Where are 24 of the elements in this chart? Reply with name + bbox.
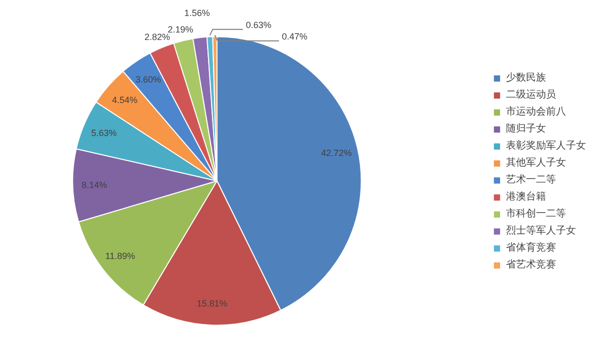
- data-label: 0.63%: [246, 20, 272, 30]
- data-label: 2.82%: [144, 32, 170, 42]
- data-label: 11.89%: [105, 251, 136, 262]
- data-label: 2.19%: [168, 24, 194, 34]
- legend-label: 其他军人子女: [506, 156, 566, 170]
- legend-label: 市运动会前八: [506, 105, 566, 118]
- legend-label: 市科创一二等: [506, 207, 566, 220]
- data-label: 8.14%: [82, 180, 108, 190]
- legend-label: 表彰奖励军人子女: [506, 139, 586, 152]
- legend-label: 少数民族: [506, 71, 546, 84]
- legend-label: 烈士等军人子女: [506, 224, 576, 238]
- legend-label: 二级运动员: [506, 88, 556, 102]
- data-label: 42.72%: [321, 148, 352, 158]
- legend-label: 省艺术竞赛: [506, 258, 556, 272]
- data-label: 1.56%: [184, 8, 210, 18]
- data-label: 0.47%: [282, 32, 308, 42]
- legend-label: 港澳台籍: [506, 190, 546, 204]
- legend-label: 随归子女: [506, 122, 546, 136]
- legend-label: 省体育竞赛: [506, 241, 556, 254]
- data-label: 5.63%: [91, 128, 117, 138]
- legend-label: 艺术一二等: [506, 173, 556, 186]
- data-label: 15.81%: [196, 298, 228, 308]
- data-label: 4.54%: [112, 94, 138, 105]
- data-label: 3.60%: [135, 74, 161, 84]
